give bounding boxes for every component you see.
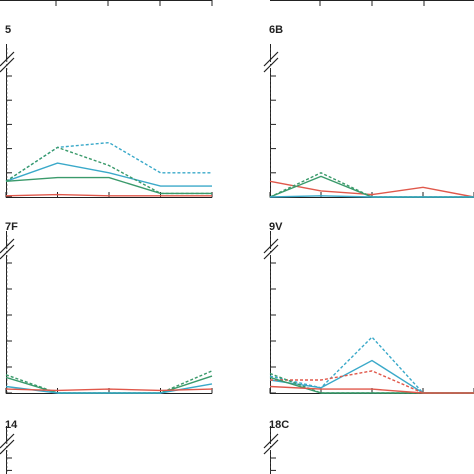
series-line-red-solid [269, 385, 474, 394]
series-line-blue-solid [5, 162, 212, 187]
series-line-red-solid [5, 193, 212, 197]
panel-label: 9V [269, 221, 283, 233]
panel-9V: 9V [263, 221, 474, 394]
panel-label: 7F [5, 221, 18, 233]
series-line-blue-dashed [5, 141, 212, 182]
panel-5: 5 [0, 24, 213, 198]
panel-18C: 18C [263, 419, 289, 474]
axis-break-mark [263, 238, 279, 254]
series-line-red-solid [269, 180, 474, 198]
axis-break-mark [0, 433, 15, 449]
series-line-green-solid [5, 176, 212, 195]
axis-break-mark [263, 51, 279, 67]
panel-label: 18C [269, 419, 289, 431]
series-line-blue-solid [269, 195, 474, 198]
axis-break-mark [0, 51, 15, 67]
panel-label: 6B [269, 24, 283, 36]
panel-label: 5 [5, 24, 11, 36]
panel-label: 14 [5, 419, 18, 431]
panel-7F: 7F [0, 221, 213, 394]
series-line-red-solid [5, 388, 213, 392]
axis-break-mark [0, 238, 15, 254]
panel-14: 14 [0, 419, 18, 474]
axis-break-mark [263, 433, 279, 449]
panel-6B: 6B [263, 24, 474, 198]
